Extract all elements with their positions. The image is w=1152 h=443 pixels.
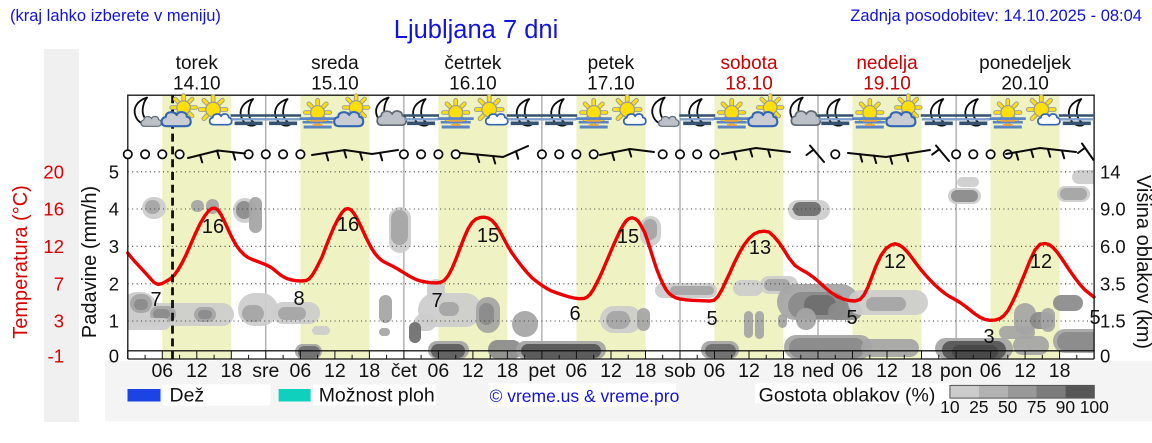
svg-text:90: 90: [1056, 397, 1076, 417]
svg-text:50: 50: [998, 397, 1018, 417]
svg-text:12: 12: [462, 360, 484, 382]
svg-text:Temperatura (°C): Temperatura (°C): [10, 185, 32, 339]
svg-text:© vreme.us & vreme.pro: © vreme.us & vreme.pro: [489, 386, 679, 406]
svg-text:16: 16: [43, 199, 64, 220]
svg-text:ponedeljek: ponedeljek: [979, 53, 1071, 74]
svg-text:06: 06: [566, 360, 588, 382]
svg-text:12: 12: [876, 360, 898, 382]
svg-text:06: 06: [842, 360, 864, 382]
svg-text:Zadnja posodobitev: 14.10.2025: Zadnja posodobitev: 14.10.2025 - 08:04: [850, 7, 1142, 25]
svg-text:0: 0: [109, 346, 119, 367]
svg-text:12: 12: [186, 360, 208, 382]
svg-text:-1: -1: [48, 346, 64, 367]
svg-text:Možnost ploh: Možnost ploh: [319, 385, 435, 407]
svg-text:25: 25: [969, 397, 988, 417]
svg-text:7: 7: [150, 289, 161, 311]
svg-text:19.10: 19.10: [863, 74, 911, 95]
svg-text:sreda: sreda: [311, 53, 359, 74]
svg-text:12: 12: [738, 360, 760, 382]
svg-text:Gostota oblakov (%): Gostota oblakov (%): [759, 385, 936, 407]
svg-text:16: 16: [202, 216, 224, 238]
svg-text:15: 15: [617, 226, 639, 248]
svg-text:16: 16: [337, 214, 359, 236]
svg-text:5: 5: [706, 308, 717, 330]
svg-text:petek: petek: [588, 53, 635, 74]
svg-text:18: 18: [497, 360, 519, 382]
svg-text:18: 18: [911, 360, 933, 382]
svg-text:06: 06: [704, 360, 726, 382]
svg-text:12: 12: [1014, 360, 1036, 382]
svg-text:pon: pon: [940, 360, 973, 382]
svg-text:(kraj lahko izberete v meniju): (kraj lahko izberete v meniju): [10, 7, 221, 25]
svg-text:7: 7: [54, 274, 64, 295]
svg-text:3: 3: [983, 326, 994, 348]
svg-text:sob: sob: [664, 360, 696, 382]
svg-text:9.0: 9.0: [1100, 199, 1126, 220]
svg-text:5: 5: [846, 307, 857, 329]
svg-text:2: 2: [109, 274, 119, 295]
svg-text:7: 7: [431, 290, 442, 312]
svg-text:18: 18: [220, 360, 242, 382]
svg-text:10: 10: [940, 397, 960, 417]
svg-text:12: 12: [324, 360, 346, 382]
svg-text:3.5: 3.5: [1100, 274, 1126, 295]
svg-text:1: 1: [109, 311, 119, 332]
svg-text:18.10: 18.10: [725, 74, 773, 95]
svg-text:5: 5: [109, 162, 119, 183]
svg-text:15: 15: [477, 225, 499, 247]
svg-text:5: 5: [1089, 307, 1100, 329]
svg-text:13: 13: [749, 237, 771, 259]
svg-text:16.10: 16.10: [449, 74, 497, 95]
svg-text:nedelja: nedelja: [856, 53, 918, 74]
svg-text:četrtek: četrtek: [444, 53, 502, 74]
svg-text:100: 100: [1080, 397, 1109, 417]
svg-text:torek: torek: [176, 53, 219, 74]
svg-text:12: 12: [1030, 251, 1052, 273]
svg-text:18: 18: [773, 360, 795, 382]
svg-text:Dež: Dež: [170, 385, 205, 407]
svg-text:12: 12: [600, 360, 622, 382]
svg-text:12: 12: [884, 251, 906, 273]
svg-text:06: 06: [428, 360, 450, 382]
svg-text:06: 06: [151, 360, 173, 382]
svg-text:18: 18: [359, 360, 381, 382]
svg-text:3: 3: [109, 236, 119, 257]
svg-text:Višina oblakov (km): Višina oblakov (km): [1132, 175, 1152, 349]
svg-text:06: 06: [290, 360, 312, 382]
svg-text:3: 3: [54, 311, 64, 332]
svg-text:ned: ned: [802, 360, 835, 382]
svg-text:20: 20: [43, 162, 64, 183]
svg-text:75: 75: [1027, 397, 1046, 417]
svg-text:sre: sre: [252, 360, 279, 382]
svg-text:0: 0: [1100, 346, 1110, 367]
svg-text:Ljubljana 7 dni: Ljubljana 7 dni: [394, 16, 558, 44]
svg-text:12: 12: [43, 236, 64, 257]
svg-text:17.10: 17.10: [587, 74, 635, 95]
svg-text:6.0: 6.0: [1100, 236, 1126, 257]
svg-text:06: 06: [980, 360, 1002, 382]
svg-text:4: 4: [109, 199, 119, 220]
svg-text:Padavine (mm/h): Padavine (mm/h): [79, 186, 101, 338]
svg-text:14: 14: [1100, 162, 1121, 183]
svg-text:18: 18: [1049, 360, 1071, 382]
svg-text:1.5: 1.5: [1100, 311, 1126, 332]
svg-text:14.10: 14.10: [173, 74, 221, 95]
svg-text:8: 8: [293, 288, 304, 310]
svg-text:18: 18: [635, 360, 657, 382]
svg-text:15.10: 15.10: [311, 74, 359, 95]
svg-text:čet: čet: [391, 360, 418, 382]
svg-text:pet: pet: [528, 360, 556, 382]
svg-text:sobota: sobota: [720, 53, 777, 74]
svg-text:6: 6: [569, 303, 580, 325]
svg-text:20.10: 20.10: [1001, 74, 1049, 95]
